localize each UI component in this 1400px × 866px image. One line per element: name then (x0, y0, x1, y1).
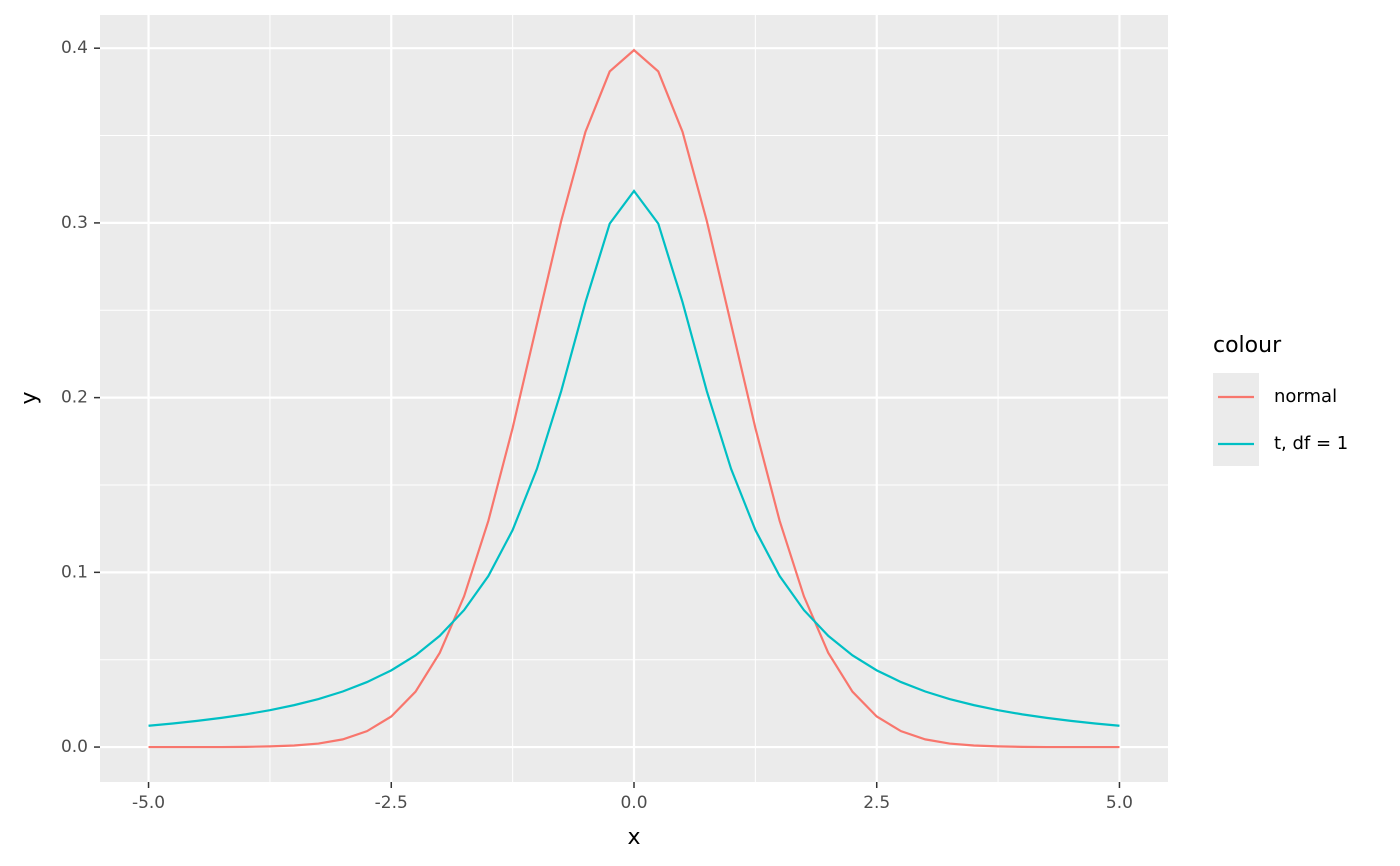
grid (100, 15, 1168, 782)
lines (148, 48, 1120, 749)
x-tick-label: 2.5 (863, 793, 890, 813)
legend-title: colour (1213, 333, 1282, 358)
x-tick-label: 5.0 (1106, 793, 1133, 813)
y-tick-label: 0.2 (61, 388, 88, 408)
y-tick-label: 0.3 (61, 213, 88, 233)
series-line (148, 189, 1120, 727)
y-axis-title: y (17, 391, 42, 404)
y-tick-label: 0.0 (61, 737, 88, 757)
legend-label: t, df = 1 (1274, 433, 1348, 454)
x-tick-label: -5.0 (132, 793, 165, 813)
x-tick-label: -2.5 (375, 793, 408, 813)
y-tick-label: 0.1 (61, 562, 88, 582)
series-line (148, 48, 1120, 749)
x-axis-title: x (627, 825, 640, 850)
legend-label: normal (1274, 386, 1337, 407)
legend: colour normal t, df = 1 (1213, 333, 1348, 466)
y-tick-label: 0.4 (61, 38, 88, 58)
legend-key-background (1213, 373, 1259, 466)
x-tick-label: 0.0 (620, 793, 647, 813)
